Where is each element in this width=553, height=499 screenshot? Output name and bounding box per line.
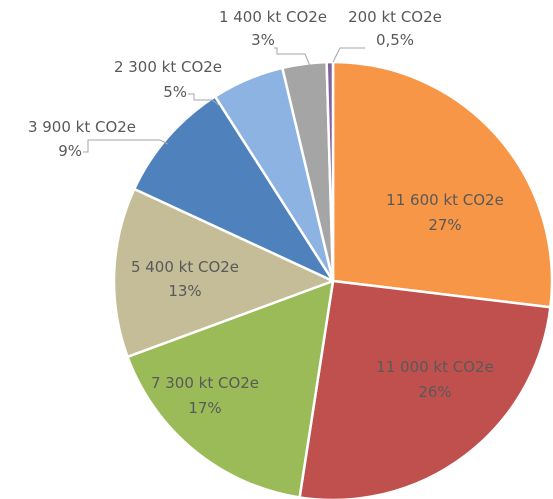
pie-slice bbox=[325, 60, 335, 283]
slice-value-label: 200 kt CO2e bbox=[348, 8, 442, 26]
pie-slice bbox=[298, 279, 552, 499]
pie-slice bbox=[126, 279, 335, 499]
leader-line bbox=[83, 139, 169, 153]
slice-value-label: 2 300 kt CO2e bbox=[114, 58, 222, 76]
slice-percent-label: 3% bbox=[251, 31, 275, 49]
pie-slices bbox=[112, 60, 553, 499]
leader-line bbox=[188, 93, 221, 107]
pie-slice bbox=[112, 187, 335, 359]
slice-value-label: 3 900 kt CO2e bbox=[28, 118, 136, 136]
slice-value-label: 7 300 kt CO2e bbox=[151, 374, 259, 392]
slice-value-label: 1 400 kt CO2e bbox=[219, 8, 327, 26]
slice-percent-label: 27% bbox=[428, 216, 461, 234]
leader-line bbox=[332, 47, 365, 63]
slice-value-label: 11 000 kt CO2e bbox=[376, 358, 494, 376]
leader-lines bbox=[83, 47, 365, 153]
slice-labels: 11 600 kt CO2e 27% 11 000 kt CO2e 26% 7 300 … bbox=[28, 8, 504, 417]
slice-percent-label: 0,5% bbox=[376, 31, 414, 49]
slice-percent-label: 17% bbox=[188, 399, 221, 417]
slice-percent-label: 9% bbox=[58, 142, 82, 160]
leader-line bbox=[274, 47, 311, 67]
slice-percent-label: 26% bbox=[418, 383, 451, 401]
pie-slice bbox=[331, 60, 553, 309]
slice-value-label: 11 600 kt CO2e bbox=[386, 191, 504, 209]
slice-percent-label: 5% bbox=[163, 83, 187, 101]
slice-value-label: 5 400 kt CO2e bbox=[131, 258, 239, 276]
slice-percent-label: 13% bbox=[168, 282, 201, 300]
